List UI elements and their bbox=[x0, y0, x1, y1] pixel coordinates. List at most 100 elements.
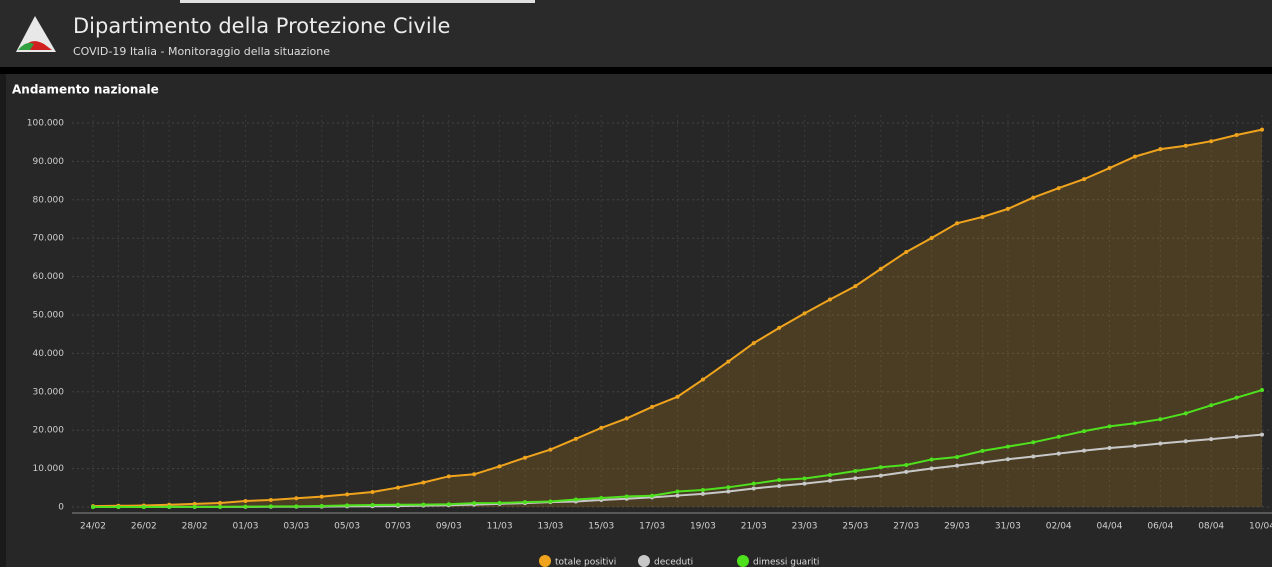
point bbox=[268, 497, 273, 502]
point bbox=[777, 483, 782, 488]
point bbox=[1183, 411, 1188, 416]
legend-swatch bbox=[539, 555, 551, 567]
point bbox=[1005, 206, 1010, 211]
point bbox=[904, 462, 909, 467]
point bbox=[853, 476, 858, 481]
point bbox=[370, 489, 375, 494]
point bbox=[1209, 403, 1214, 408]
x-tick-label: 29/03 bbox=[944, 522, 970, 532]
x-tick-label: 02/04 bbox=[1046, 522, 1072, 532]
point bbox=[268, 504, 273, 509]
point bbox=[1132, 421, 1137, 426]
point bbox=[1132, 154, 1137, 159]
y-tick-label: 70.000 bbox=[33, 234, 65, 244]
y-tick-label: 10.000 bbox=[33, 464, 65, 474]
point bbox=[955, 221, 960, 226]
point bbox=[853, 469, 858, 474]
point bbox=[218, 504, 223, 509]
point bbox=[675, 394, 680, 399]
point bbox=[1234, 395, 1239, 400]
x-tick-label: 23/03 bbox=[792, 522, 818, 532]
point bbox=[878, 473, 883, 478]
point bbox=[751, 341, 756, 346]
point bbox=[904, 469, 909, 474]
point bbox=[294, 504, 299, 509]
x-tick-label: 28/02 bbox=[182, 522, 208, 532]
point bbox=[548, 447, 553, 452]
point bbox=[777, 325, 782, 330]
point bbox=[1056, 434, 1061, 439]
point bbox=[1260, 432, 1264, 437]
point bbox=[599, 496, 604, 501]
x-tick-label: 09/03 bbox=[436, 522, 462, 532]
point bbox=[1082, 177, 1087, 182]
point bbox=[91, 504, 95, 509]
x-tick-label: 25/03 bbox=[842, 522, 868, 532]
point bbox=[980, 448, 985, 453]
point bbox=[1056, 451, 1061, 456]
point bbox=[827, 478, 832, 483]
point bbox=[751, 486, 756, 491]
point bbox=[802, 481, 807, 486]
point bbox=[243, 504, 248, 509]
point bbox=[955, 463, 960, 468]
x-tick-label: 15/03 bbox=[588, 522, 614, 532]
point bbox=[1158, 441, 1163, 446]
point bbox=[1107, 424, 1112, 429]
x-tick-label: 24/02 bbox=[80, 522, 106, 532]
header-title: Dipartimento della Protezione Civile bbox=[73, 14, 450, 38]
y-tick-label: 40.000 bbox=[33, 349, 65, 359]
point bbox=[497, 500, 502, 505]
point bbox=[1260, 388, 1264, 393]
point bbox=[319, 503, 324, 508]
point bbox=[853, 284, 858, 289]
area bbox=[93, 129, 1262, 507]
point bbox=[192, 504, 197, 509]
x-tick-label: 11/03 bbox=[487, 522, 513, 532]
x-tick-label: 05/03 bbox=[334, 522, 360, 532]
x-tick-label: 31/03 bbox=[995, 522, 1021, 532]
point bbox=[726, 359, 731, 364]
point bbox=[929, 466, 934, 471]
point bbox=[1082, 429, 1087, 434]
x-tick-label: 01/03 bbox=[233, 522, 259, 532]
point bbox=[421, 480, 426, 485]
point bbox=[624, 494, 629, 499]
point bbox=[472, 501, 477, 506]
top-tab bbox=[180, 0, 535, 3]
legend-label: totale positivi bbox=[555, 558, 616, 567]
legend-label: dimessi guariti bbox=[753, 558, 819, 567]
x-tick-label: 04/04 bbox=[1097, 522, 1123, 532]
chart-panel bbox=[6, 74, 1272, 567]
y-tick-label: 0 bbox=[58, 503, 64, 513]
point bbox=[1158, 147, 1163, 152]
point bbox=[1234, 434, 1239, 439]
point bbox=[955, 454, 960, 459]
point bbox=[675, 493, 680, 498]
point bbox=[1183, 143, 1188, 148]
point bbox=[345, 503, 350, 508]
point bbox=[700, 377, 705, 382]
point bbox=[395, 502, 400, 507]
point bbox=[827, 297, 832, 302]
point bbox=[345, 492, 350, 497]
point bbox=[218, 500, 223, 505]
point bbox=[1031, 454, 1036, 459]
point bbox=[548, 499, 553, 504]
point bbox=[573, 436, 578, 441]
x-tick-label: 03/03 bbox=[283, 522, 309, 532]
x-tick-label: 21/03 bbox=[741, 522, 767, 532]
point bbox=[1260, 127, 1264, 132]
point bbox=[1209, 139, 1214, 144]
point bbox=[802, 311, 807, 316]
legend-swatch bbox=[638, 555, 650, 567]
point bbox=[624, 416, 629, 421]
point bbox=[1056, 186, 1061, 191]
point bbox=[141, 504, 146, 509]
point bbox=[446, 474, 451, 479]
point bbox=[472, 472, 477, 477]
y-tick-label: 60.000 bbox=[33, 272, 65, 282]
header-subtitle: COVID-19 Italia - Monitoraggio della sit… bbox=[73, 45, 330, 58]
